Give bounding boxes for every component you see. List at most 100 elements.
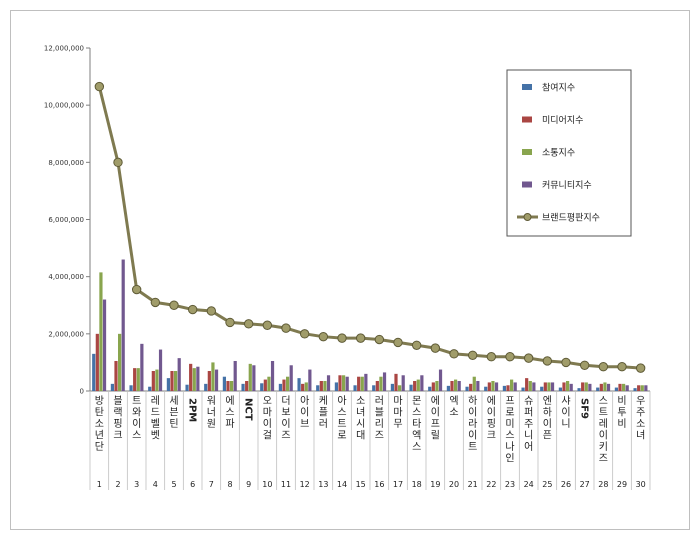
rank-label: 6 [190, 480, 195, 489]
bar-2 [394, 373, 398, 391]
rank-label: 3 [134, 480, 139, 489]
legend-swatch [522, 84, 532, 90]
bar-3 [286, 376, 290, 391]
rank-label: 4 [153, 480, 158, 489]
bar-4 [644, 385, 648, 391]
bar-1 [428, 386, 432, 391]
bar-3 [99, 272, 103, 391]
bar-3 [454, 379, 458, 391]
bar-1 [540, 386, 544, 391]
bar-4 [476, 380, 480, 391]
bar-1 [297, 378, 301, 391]
bar-4 [606, 383, 611, 391]
bar-3 [192, 368, 196, 391]
bar-2 [413, 380, 417, 391]
legend-swatch [522, 181, 532, 188]
bar-3 [323, 380, 327, 391]
bar-4 [233, 360, 237, 391]
bar-2 [450, 380, 454, 391]
line-point [598, 362, 609, 372]
bar-1 [316, 385, 320, 391]
bar-3 [584, 382, 588, 391]
line-point [187, 304, 198, 315]
bar-4 [550, 382, 555, 391]
bar-2 [170, 370, 174, 391]
line-point [355, 333, 366, 343]
line-point [281, 323, 291, 333]
bar-1 [222, 376, 226, 391]
bar-1 [409, 384, 413, 391]
rank-label: 16 [374, 480, 384, 489]
line-point [411, 340, 422, 350]
bar-2 [189, 363, 193, 391]
rank-label: 1 [97, 480, 102, 489]
y-tick-label: 2,000,000 [48, 330, 84, 338]
bar-3 [360, 376, 364, 391]
line-point [374, 334, 385, 345]
bar-3 [398, 385, 402, 391]
rank-label: 21 [468, 480, 478, 489]
bar-1 [577, 388, 581, 391]
bar-1 [353, 385, 357, 391]
line-point [243, 319, 254, 329]
bar-4 [457, 380, 461, 391]
bar-3 [622, 383, 626, 391]
bar-1 [446, 385, 450, 391]
total-line [94, 81, 646, 373]
legend-label: 미디어지수 [542, 115, 583, 126]
bar-2 [226, 380, 230, 391]
rank-label: 9 [246, 480, 251, 489]
legend-label: 브랜드평판지수 [542, 213, 600, 224]
bar-4 [158, 349, 163, 391]
line-point [617, 362, 627, 372]
bar-4 [214, 369, 219, 391]
bar-1 [129, 385, 133, 391]
bar-4 [382, 372, 387, 391]
rank-label: 8 [227, 480, 232, 489]
bar-3 [547, 382, 551, 391]
bar-3 [155, 369, 159, 391]
rank-label: 14 [337, 480, 347, 489]
bar-2 [618, 383, 622, 391]
rank-label: 19 [430, 480, 440, 489]
bar-3 [118, 333, 122, 391]
bar-2 [282, 379, 286, 391]
axes: 0 2,000,000 4,000,000 6,000,000 8,000,000 10,… [44, 45, 651, 490]
bar-1 [110, 383, 114, 391]
bar-3 [342, 375, 346, 391]
rank-label: 18 [412, 480, 422, 489]
category-label: NCT [243, 398, 254, 421]
bar-3 [248, 363, 252, 391]
line-point [169, 300, 179, 310]
rank-label: 26 [561, 480, 571, 489]
rank-label: 22 [486, 480, 496, 489]
rank-label: 23 [505, 480, 515, 489]
line-point [523, 353, 534, 363]
bar-1 [633, 388, 637, 391]
bar-4 [270, 360, 275, 391]
bar-2 [133, 368, 137, 391]
bar-2 [245, 380, 249, 391]
bar-1 [148, 386, 152, 391]
line-point [337, 333, 347, 343]
bar-1 [465, 386, 469, 391]
line-point [393, 337, 403, 348]
bar-3 [267, 376, 271, 391]
bar-4 [196, 366, 200, 391]
bar-4 [252, 365, 256, 391]
bar-1 [92, 353, 96, 391]
line-point [542, 356, 553, 366]
bar-3 [136, 368, 140, 391]
